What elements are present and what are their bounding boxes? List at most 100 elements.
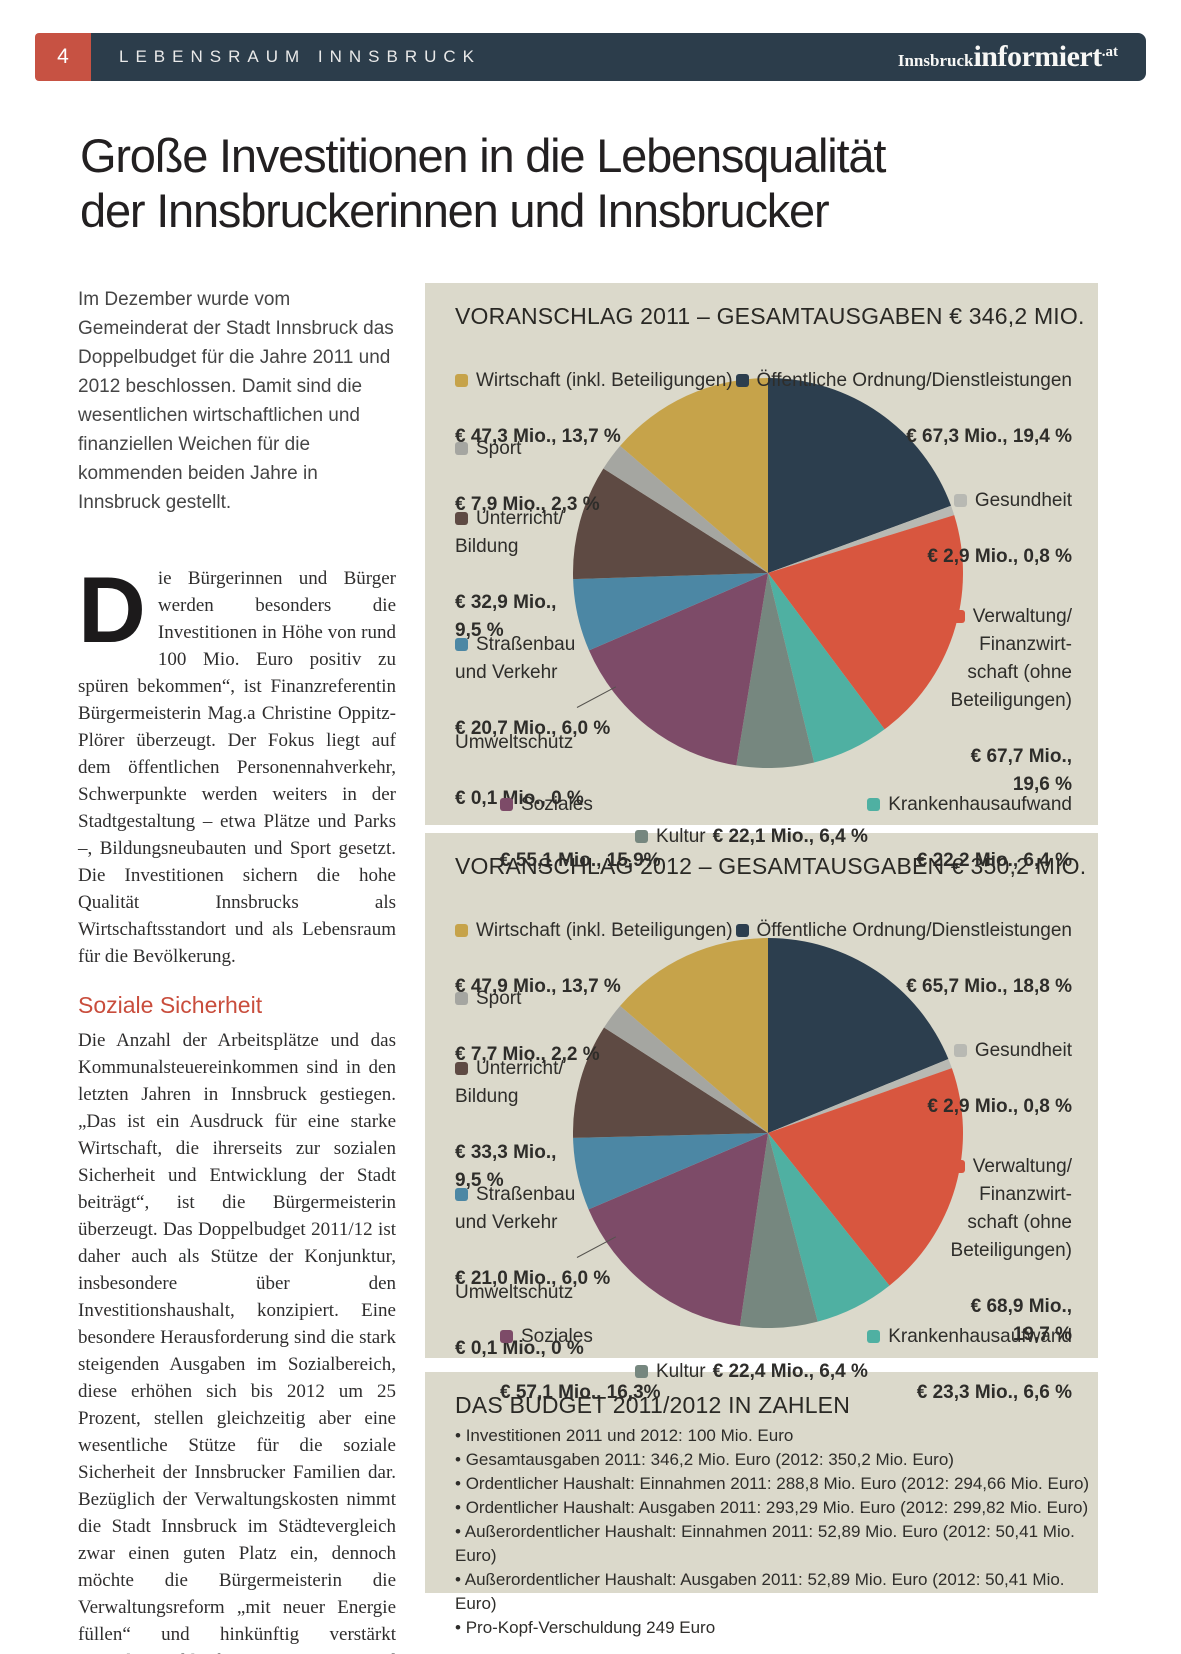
legend-value: € 47,9 Mio., 13,7 % bbox=[455, 976, 621, 997]
pie-slice bbox=[768, 1058, 952, 1133]
legend-bullet-wirtschaft bbox=[455, 374, 468, 387]
pie-slice bbox=[768, 1133, 890, 1322]
pie-slice bbox=[589, 573, 768, 766]
legend-label: Sport bbox=[455, 435, 600, 463]
pie-slice bbox=[736, 573, 815, 768]
article-body-column: Im Dezember wurde vom Gemeinderat der St… bbox=[78, 285, 396, 1654]
chart-panel-2011: VORANSCHLAG 2011 – GESAMTAUSGABEN € 346,… bbox=[425, 283, 1098, 871]
legend-value: € 65,7 Mio., 18,8 % bbox=[906, 976, 1072, 997]
legend-bullet-verwaltung bbox=[951, 610, 965, 623]
legend-value: € 33,3 Mio., 9,5 % bbox=[455, 1142, 557, 1191]
legend-bullet-soziales bbox=[500, 1330, 513, 1343]
legend-verwaltung: Verwaltung/ Finanzwirt- schaft (ohne Bet… bbox=[951, 575, 1072, 827]
pie-slice bbox=[620, 938, 768, 1133]
legend-wirtschaft: Wirtschaft (inkl. Beteiligungen) € 47,9 … bbox=[455, 889, 733, 1029]
chart-panel-2012: VORANSCHLAG 2012 – GESAMTAUSGABEN € 350,… bbox=[425, 833, 1098, 1403]
legend-value: € 7,9 Mio., 2,3 % bbox=[455, 494, 600, 515]
chart-title-2012: VORANSCHLAG 2012 – GESAMTAUSGABEN € 350,… bbox=[455, 853, 1087, 879]
legend-umweltschutz: Umweltschutz € 0,1 Mio., 0 % bbox=[455, 701, 584, 841]
pie-slice bbox=[603, 445, 768, 573]
pie-slice bbox=[768, 378, 952, 573]
subheading-soziale-sicherheit: Soziale Sicherheit bbox=[78, 992, 263, 1018]
legend-label: Kultur bbox=[656, 1361, 706, 1382]
legend-sport: Sport € 7,9 Mio., 2,3 % bbox=[455, 407, 600, 547]
legend-label: Kultur bbox=[656, 826, 706, 847]
article-title-line2: der Innsbruckerinnen und Innsbrucker bbox=[80, 184, 830, 237]
page-header: 4 LEBENSRAUM INNSBRUCK Innsbruckinformie… bbox=[35, 33, 1146, 81]
legend-verwaltung: Verwaltung/ Finanzwirt- schaft (ohne Bet… bbox=[951, 1125, 1072, 1377]
legend-bullet-sport bbox=[455, 442, 468, 455]
legend-label: Verwaltung/ Finanzwirt- schaft (ohne Bet… bbox=[950, 606, 1072, 711]
legend-value: € 2,9 Mio., 0,8 % bbox=[927, 546, 1072, 567]
section-title: LEBENSRAUM INNSBRUCK bbox=[119, 47, 481, 66]
legend-bullet-soziales bbox=[500, 798, 513, 811]
budget-list: Investitionen 2011 und 2012: 100 Mio. Eu… bbox=[455, 1424, 1098, 1640]
brand-main: informiert bbox=[973, 40, 1102, 73]
legend-kultur: Kultur € 22,4 Mio., 6,4 % bbox=[635, 1330, 868, 1386]
legend-label: Sport bbox=[455, 985, 600, 1013]
legend-label: Soziales bbox=[500, 1323, 661, 1351]
budget-item: Ordentlicher Haushalt: Einnahmen 2011: 2… bbox=[455, 1472, 1098, 1496]
legend-sport: Sport € 7,7 Mio., 2,2 % bbox=[455, 957, 600, 1097]
legend-umweltschutz: Umweltschutz € 0,1 Mio., 0 % bbox=[455, 1251, 584, 1391]
legend-strassenbau: Straßenbau und Verkehr € 21,0 Mio., 6,0 … bbox=[455, 1153, 610, 1321]
pie-chart-2012 bbox=[573, 938, 963, 1328]
legend-value: € 22,2 Mio., 6,4 % bbox=[916, 850, 1072, 871]
brand-logo: Innsbruckinformiert.at bbox=[898, 40, 1118, 74]
legend-krankenhausaufwand: Krankenhausaufwand € 22,2 Mio., 6,4 % bbox=[867, 763, 1072, 903]
pie-slice bbox=[573, 573, 768, 651]
legend-value: € 32,9 Mio., 9,5 % bbox=[455, 592, 557, 641]
legend-unterricht-bildung: Unterricht/ Bildung € 33,3 Mio., 9,5 % bbox=[455, 1027, 625, 1223]
legend-unterricht-bildung: Unterricht/ Bildung € 32,9 Mio., 9,5 % bbox=[455, 477, 625, 673]
budget-item: Pro-Kopf-Verschuldung 249 Euro bbox=[455, 1616, 1098, 1640]
pie-slice bbox=[768, 515, 963, 730]
budget-item: Außerordentlicher Haushalt: Ausgaben 201… bbox=[455, 1568, 1098, 1616]
legend-gesundheit: Gesundheit € 2,9 Mio., 0,8 % bbox=[927, 1009, 1072, 1149]
legend-bullet-unterricht bbox=[455, 1062, 468, 1075]
legend-bullet-oeffentliche-ordnung bbox=[735, 374, 749, 387]
paragraph-1-text: ie Bürgerinnen und Bürger werden besonde… bbox=[78, 568, 396, 967]
article-title-line1: Große Investitionen in die Lebensqualitä… bbox=[80, 129, 886, 182]
legend-bullet-verwaltung bbox=[951, 1160, 965, 1173]
legend-krankenhausaufwand: Krankenhausaufwand € 23,3 Mio., 6,6 % bbox=[867, 1295, 1072, 1435]
brand-prefix: Innsbruck bbox=[897, 51, 974, 70]
legend-bullet-oeffentliche-ordnung bbox=[735, 924, 749, 937]
legend-label: Unterricht/ Bildung bbox=[455, 1058, 564, 1107]
budget-box-title: DAS BUDGET 2011/2012 IN ZAHLEN bbox=[455, 1392, 851, 1418]
legend-value: € 22,1 Mio., 6,4 % bbox=[712, 826, 868, 847]
brand-suffix: .at bbox=[1101, 44, 1118, 60]
legend-bullet-unterricht bbox=[455, 512, 468, 525]
legend-bullet-krankenhausaufwand bbox=[867, 798, 881, 811]
page-number: 4 bbox=[35, 33, 91, 81]
legend-value: € 67,3 Mio., 19,4 % bbox=[906, 426, 1072, 447]
budget-box: DAS BUDGET 2011/2012 IN ZAHLEN Investiti… bbox=[425, 1372, 1098, 1637]
legend-bullet-gesundheit bbox=[953, 494, 967, 507]
legend-value: € 20,7 Mio., 6,0 % bbox=[455, 718, 611, 739]
legend-value: € 0,1 Mio., 0 % bbox=[455, 1338, 584, 1359]
legend-value: € 68,9 Mio., 19,7 % bbox=[970, 1296, 1072, 1345]
header-bar: LEBENSRAUM INNSBRUCK Innsbruckinformiert… bbox=[91, 33, 1146, 81]
legend-value: € 47,3 Mio., 13,7 % bbox=[455, 426, 621, 447]
legend-bullet-sport bbox=[455, 992, 468, 1005]
legend-value: € 57,1 Mio., 16,3% bbox=[500, 1382, 661, 1403]
legend-bullet-strassenbau bbox=[455, 638, 468, 651]
legend-label: Öffentliche Ordnung/Dienstleistungen bbox=[735, 367, 1072, 395]
legend-label: Straßenbau und Verkehr bbox=[455, 634, 576, 683]
legend-label: Umweltschutz bbox=[455, 732, 574, 753]
lead-paragraph: Im Dezember wurde vom Gemeinderat der St… bbox=[78, 289, 394, 513]
legend-oeffentliche-ordnung: Öffentliche Ordnung/Dienstleistungen € 6… bbox=[735, 339, 1072, 479]
budget-item: Gesamtausgaben 2011: 346,2 Mio. Euro (20… bbox=[455, 1448, 1098, 1472]
legend-soziales: Soziales € 57,1 Mio., 16,3% bbox=[500, 1295, 661, 1435]
pie-slice bbox=[573, 468, 768, 580]
pie-chart-2011 bbox=[573, 378, 963, 768]
legend-label: Gesundheit bbox=[927, 1037, 1072, 1065]
legend-bullet-kultur bbox=[635, 1365, 648, 1378]
legend-gesundheit: Gesundheit € 2,9 Mio., 0,8 % bbox=[927, 459, 1072, 599]
legend-bullet-wirtschaft bbox=[455, 924, 468, 937]
legend-bullet-krankenhausaufwand bbox=[867, 1330, 881, 1343]
pie-slice bbox=[768, 505, 955, 573]
pie-slice bbox=[588, 1133, 768, 1326]
legend-value: € 67,7 Mio., 19,6 % bbox=[970, 746, 1072, 795]
